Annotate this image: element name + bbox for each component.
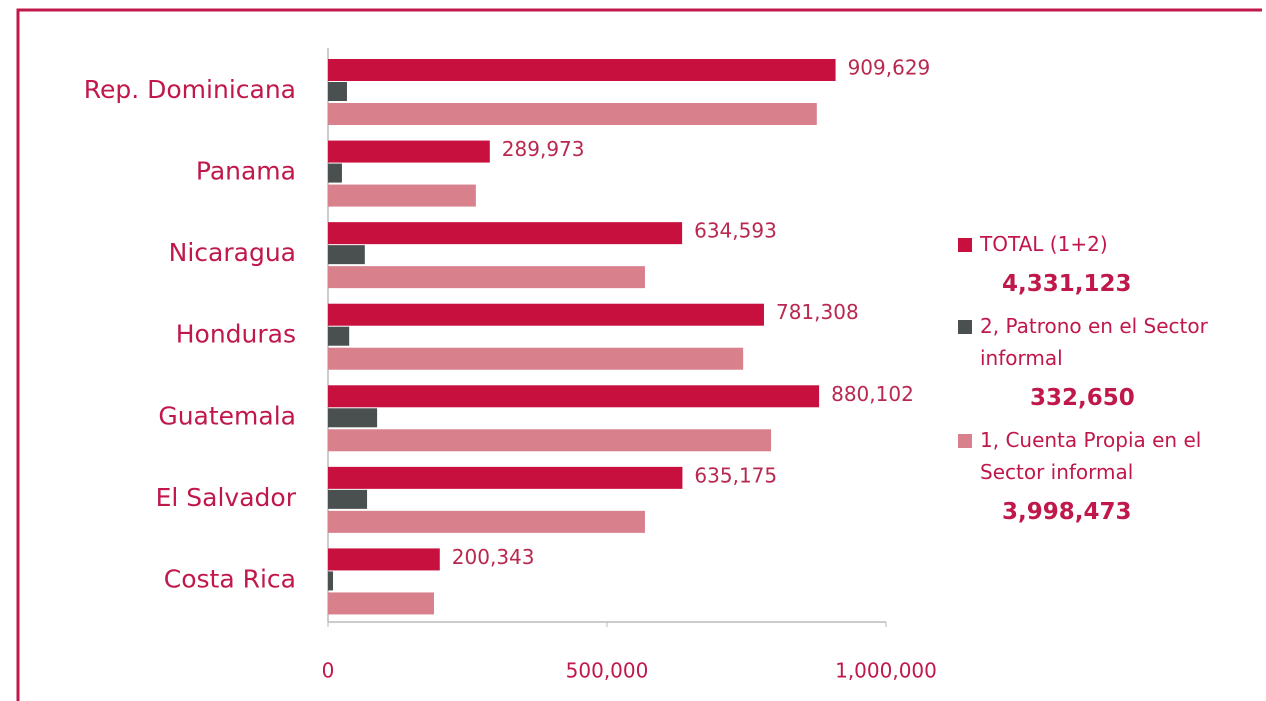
bar <box>328 184 476 207</box>
legend-item: 2, Patrono en el Sector informal <box>958 310 1258 374</box>
legend-label: 2, Patrono en el Sector informal <box>980 314 1208 370</box>
bar <box>328 140 490 163</box>
legend-label: TOTAL (1+2) <box>980 232 1108 256</box>
x-tick-label: 500,000 <box>566 659 649 683</box>
legend-swatch <box>958 238 972 252</box>
value-label: 634,593 <box>694 219 777 243</box>
legend-item: 1, Cuenta Propia en el Sector informal <box>958 424 1258 488</box>
y-tick-label: Honduras <box>176 320 296 349</box>
value-label: 289,973 <box>502 137 585 161</box>
bar <box>328 103 817 125</box>
bar <box>328 347 744 370</box>
value-label: 909,629 <box>848 56 931 80</box>
bar <box>328 303 764 326</box>
bar <box>328 266 645 289</box>
bar <box>328 59 836 81</box>
bar <box>328 82 347 101</box>
bar <box>328 163 342 183</box>
value-label: 880,102 <box>831 382 914 406</box>
bar <box>328 571 334 591</box>
bar <box>328 489 368 509</box>
legend-label: 1, Cuenta Propia en el Sector informal <box>980 428 1202 484</box>
legend: TOTAL (1+2) 4,331,123 2, Patrono en el Sec… <box>958 228 1258 538</box>
frame <box>16 8 1262 701</box>
legend-swatch <box>958 320 972 334</box>
y-tick-label: Panama <box>196 157 296 186</box>
bar <box>328 510 645 533</box>
x-tick-label: 0 <box>322 659 335 683</box>
bar <box>328 429 772 452</box>
bar <box>328 592 435 615</box>
legend-total: 332,650 <box>1030 385 1135 411</box>
y-tick-label: Costa Rica <box>164 564 296 593</box>
bar <box>328 326 350 346</box>
bar <box>328 222 683 245</box>
value-label: 200,343 <box>452 545 535 569</box>
value-label: 781,308 <box>776 300 859 324</box>
y-tick-label: Nicaragua <box>169 238 296 267</box>
legend-total: 4,331,123 <box>1002 271 1132 297</box>
bar <box>328 548 440 571</box>
legend-item: TOTAL (1+2) <box>958 228 1258 260</box>
legend-swatch <box>958 434 972 448</box>
bar <box>328 385 820 408</box>
y-tick-label: Guatemala <box>158 401 296 430</box>
y-tick-label: Rep. Dominicana <box>84 75 296 104</box>
legend-total: 3,998,473 <box>1002 499 1132 525</box>
bar <box>328 245 365 265</box>
bar <box>328 408 378 428</box>
y-tick-label: El Salvador <box>156 483 297 512</box>
value-label: 635,175 <box>694 463 777 487</box>
bar <box>328 466 683 489</box>
x-tick-label: 1,000,000 <box>835 659 937 683</box>
